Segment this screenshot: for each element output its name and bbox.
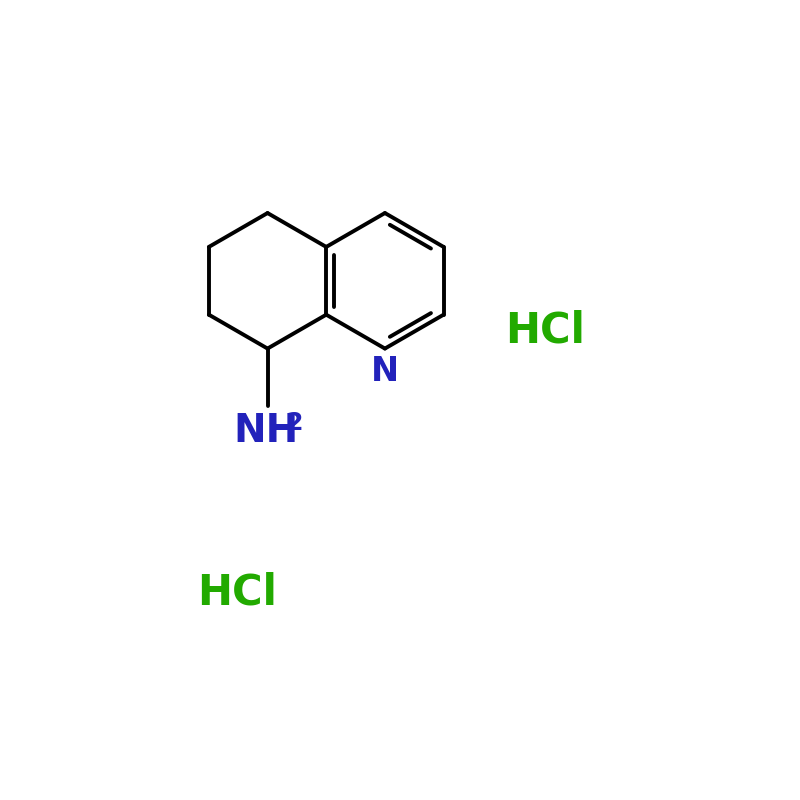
Text: HCl: HCl — [505, 310, 585, 352]
Text: HCl: HCl — [197, 572, 277, 614]
Text: NH: NH — [234, 412, 298, 450]
Text: N: N — [371, 354, 399, 388]
Text: 2: 2 — [286, 410, 304, 434]
